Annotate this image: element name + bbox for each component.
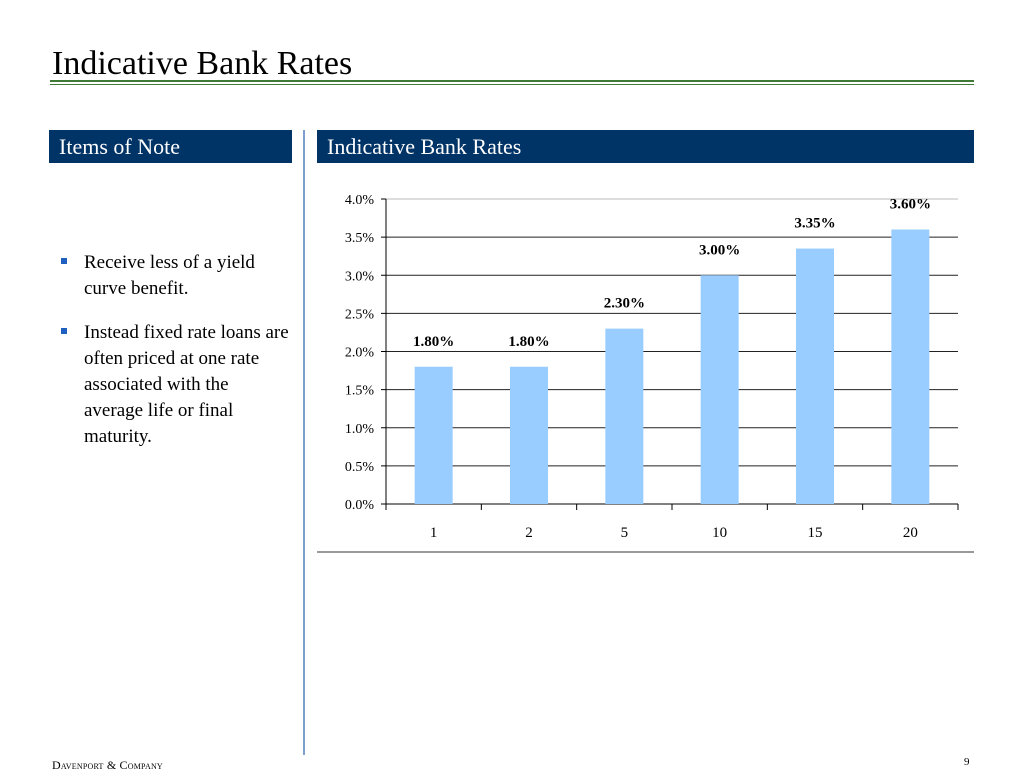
bank-rates-bar-chart: 0.0% 0.5% 1.0% 1.5% 2.0% 2.5% 3.0% 3.5% 4.0% 1.80… bbox=[345, 193, 959, 541]
bar bbox=[414, 366, 453, 504]
chart-panel-header: Indicative Bank Rates bbox=[317, 130, 974, 163]
y-tick-label: 1.5% bbox=[345, 384, 375, 399]
y-tick-label: 2.0% bbox=[345, 346, 375, 361]
x-tick-label: 20 bbox=[903, 525, 918, 541]
page-title: Indicative Bank Rates bbox=[52, 45, 353, 82]
x-tick-label: 10 bbox=[712, 525, 727, 541]
items-of-note-header: Items of Note bbox=[49, 130, 292, 163]
x-tick-label: 2 bbox=[525, 525, 533, 541]
note-text: Receive less of a yield curve benefit. bbox=[84, 252, 255, 299]
bar bbox=[510, 366, 548, 504]
data-label: 3.35% bbox=[794, 216, 835, 232]
note-text: Instead fixed rate loans are often price… bbox=[84, 322, 289, 447]
panel-divider bbox=[303, 130, 305, 755]
note-item: Receive less of a yield curve benefit. bbox=[60, 250, 292, 302]
square-bullet-icon bbox=[61, 258, 67, 264]
title-rule-thin bbox=[50, 84, 974, 85]
footer-company-name: Davenport & Company bbox=[52, 758, 163, 772]
bar bbox=[796, 248, 834, 504]
y-tick-label: 3.5% bbox=[345, 231, 375, 246]
bar bbox=[700, 275, 739, 504]
note-item: Instead fixed rate loans are often price… bbox=[60, 320, 292, 450]
square-bullet-icon bbox=[61, 328, 67, 334]
y-tick-label: 0.0% bbox=[345, 498, 375, 513]
bar bbox=[891, 229, 930, 504]
data-label: 1.80% bbox=[413, 334, 454, 350]
y-tick-label: 2.5% bbox=[345, 307, 375, 322]
title-rule bbox=[50, 80, 974, 82]
data-label: 3.60% bbox=[890, 197, 931, 213]
chart-bottom-rule bbox=[317, 551, 974, 553]
y-tick-label: 1.0% bbox=[345, 422, 375, 437]
y-tick-label: 0.5% bbox=[345, 460, 375, 475]
data-label: 1.80% bbox=[508, 334, 549, 350]
x-tick-label: 1 bbox=[430, 525, 438, 541]
data-label: 3.00% bbox=[699, 242, 740, 258]
y-tick-label: 3.0% bbox=[345, 269, 375, 284]
notes-list: Receive less of a yield curve benefit. I… bbox=[60, 250, 292, 468]
page-number: 9 bbox=[964, 756, 970, 768]
y-tick-label: 4.0% bbox=[345, 193, 375, 208]
data-label: 2.30% bbox=[604, 296, 645, 312]
x-tick-label: 15 bbox=[808, 525, 823, 541]
bar bbox=[605, 328, 644, 504]
x-tick-label: 5 bbox=[621, 525, 629, 541]
